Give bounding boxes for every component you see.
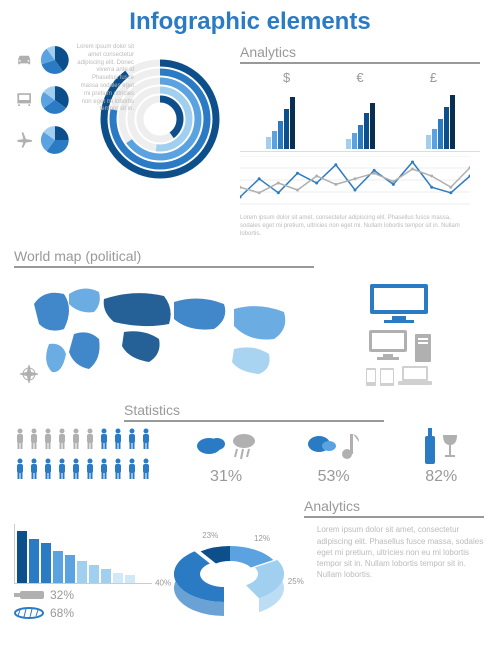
analytics2-label: Analytics bbox=[304, 498, 484, 518]
person-icon bbox=[14, 458, 26, 480]
stat-social: 53% bbox=[289, 428, 379, 486]
svg-text:12%: 12% bbox=[254, 534, 270, 543]
person-icon bbox=[70, 458, 82, 480]
person-icon bbox=[140, 458, 152, 480]
bus-icon bbox=[14, 89, 34, 111]
stat-weather: 31% bbox=[181, 428, 271, 486]
person-icon bbox=[28, 458, 40, 480]
phone-icon bbox=[366, 368, 376, 386]
person-icon bbox=[98, 458, 110, 480]
line-chart bbox=[240, 156, 470, 206]
worldmap-label: World map (political) bbox=[14, 248, 314, 268]
cloud-icon bbox=[195, 434, 227, 458]
legend-bottle: 32% bbox=[14, 588, 152, 602]
legend-bread: 68% bbox=[14, 606, 152, 620]
svg-text:23%: 23% bbox=[202, 531, 218, 540]
bottom-barchart: 32% 68% bbox=[14, 524, 152, 634]
radial-chart: Lorem ipsum dolor sit amet consectetur a… bbox=[70, 44, 230, 238]
person-icon bbox=[112, 458, 124, 480]
devices-column bbox=[324, 274, 474, 394]
donut3d-svg: 12% 25% 40% 23% bbox=[155, 524, 305, 634]
statistics-label: Statistics bbox=[124, 402, 384, 422]
person-icon bbox=[84, 428, 96, 450]
person-icon bbox=[126, 428, 138, 450]
people-grid bbox=[14, 428, 163, 486]
person-icon bbox=[56, 428, 68, 450]
currency-pound: £ bbox=[430, 70, 437, 85]
radial-caption: Lorem ipsum dolor sit amet consectetur a… bbox=[74, 44, 134, 114]
speech-icon bbox=[307, 434, 337, 458]
currency-euro: € bbox=[356, 70, 363, 85]
person-icon bbox=[84, 458, 96, 480]
donut3d: 12% 25% 40% 23% bbox=[152, 524, 309, 634]
person-icon bbox=[56, 458, 68, 480]
transport-car bbox=[14, 44, 70, 76]
person-icon bbox=[42, 458, 54, 480]
person-icon bbox=[140, 428, 152, 450]
analytics-label: Analytics bbox=[240, 44, 480, 64]
stat-drink: 82% bbox=[396, 428, 486, 486]
tower-icon bbox=[415, 334, 431, 362]
transport-column bbox=[0, 44, 70, 238]
page-title: Infographic elements bbox=[0, 0, 500, 40]
currency-row: $ € £ bbox=[240, 70, 480, 89]
legend-bread-icon bbox=[14, 607, 44, 619]
desktop-icon bbox=[367, 328, 409, 362]
transport-bus bbox=[14, 84, 70, 116]
bottom-bars bbox=[14, 524, 152, 584]
note-icon bbox=[341, 432, 361, 460]
legend-bottle-pct: 32% bbox=[50, 588, 74, 602]
legend-bottle-icon bbox=[14, 589, 44, 601]
bottle-icon bbox=[423, 428, 437, 464]
person-icon bbox=[28, 428, 40, 450]
legend-bread-pct: 68% bbox=[50, 606, 74, 620]
bottom-lorem: Lorem ipsum dolor sit amet, consectetur … bbox=[309, 524, 486, 634]
stat-weather-pct: 31% bbox=[210, 468, 242, 486]
person-icon bbox=[98, 428, 110, 450]
world-map bbox=[14, 274, 324, 394]
analytics-lorem: Lorem ipsum dolor sit amet, consectetur … bbox=[240, 215, 480, 238]
plane-icon bbox=[14, 129, 34, 151]
person-icon bbox=[112, 428, 124, 450]
svg-text:40%: 40% bbox=[155, 579, 171, 588]
person-icon bbox=[70, 428, 82, 450]
pie-car bbox=[40, 44, 70, 76]
person-icon bbox=[126, 458, 138, 480]
svg-text:25%: 25% bbox=[288, 577, 304, 586]
analytics-top: Analytics $ € £ Lorem ipsum dolor sit am… bbox=[230, 44, 480, 238]
stat-social-pct: 53% bbox=[318, 468, 350, 486]
pie-bus bbox=[40, 84, 70, 116]
rain-icon bbox=[231, 431, 257, 461]
laptop-icon bbox=[398, 366, 432, 386]
bar-groups bbox=[240, 89, 480, 152]
pie-plane bbox=[40, 124, 70, 156]
stat-drink-pct: 82% bbox=[425, 468, 457, 486]
glass-icon bbox=[441, 433, 459, 459]
tablet-icon bbox=[380, 368, 394, 386]
person-icon bbox=[14, 428, 26, 450]
currency-dollar: $ bbox=[283, 70, 290, 85]
transport-plane bbox=[14, 124, 70, 156]
car-icon bbox=[14, 49, 34, 71]
monitor-icon bbox=[364, 282, 434, 324]
person-icon bbox=[42, 428, 54, 450]
